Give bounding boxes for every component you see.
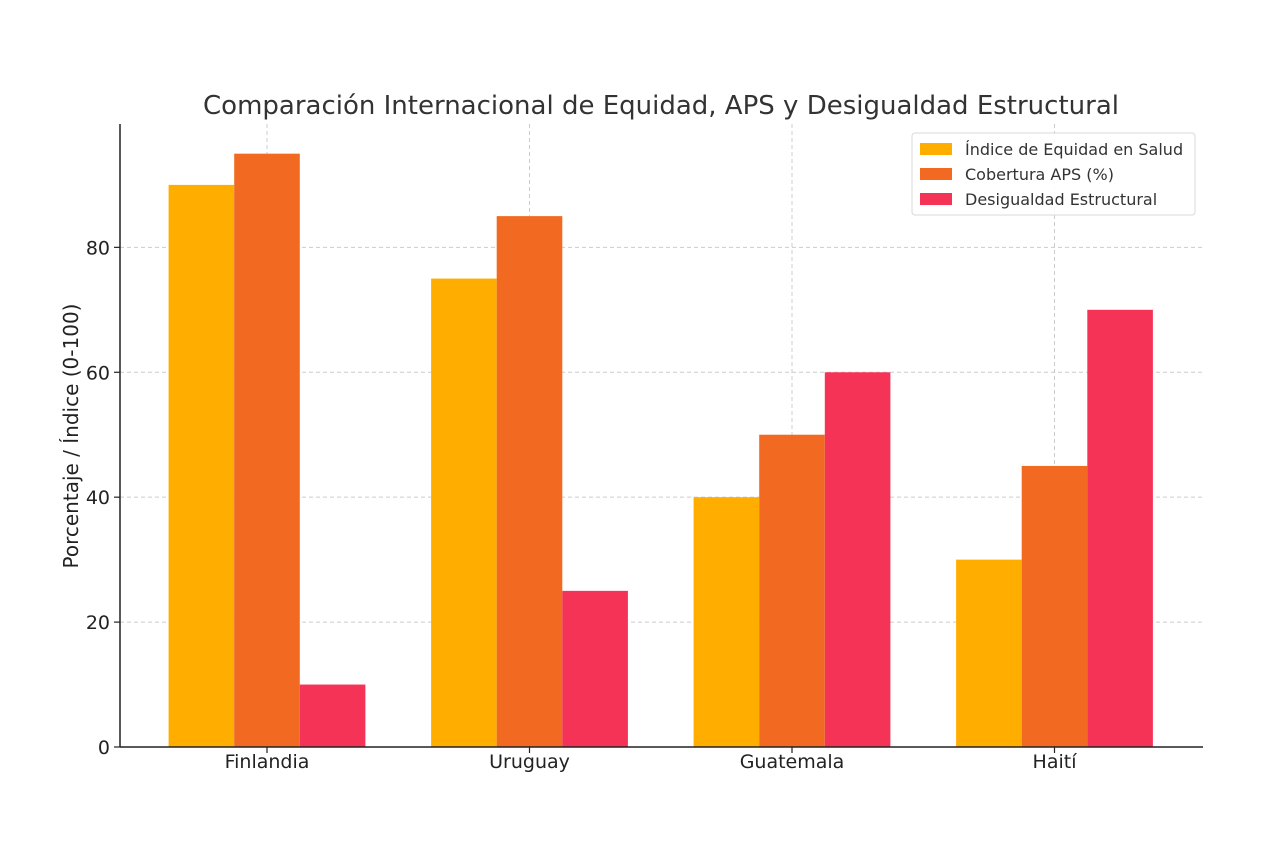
bar-hait--series-3 — [1087, 309, 1153, 747]
legend-label: Índice de Equidad en Salud — [965, 140, 1183, 159]
tick-labels: 0 20 40 60 80 Finlandia Uruguay Guatemala Haití — [86, 237, 1077, 773]
y-tick-label: 40 — [86, 487, 110, 509]
x-tick-label: Finlandia — [225, 751, 310, 773]
bar-uruguay-series-1 — [431, 278, 497, 747]
x-tick-label: Guatemala — [740, 751, 845, 773]
bar-finlandia-series-1 — [168, 184, 235, 748]
x-tick-label: Uruguay — [489, 751, 570, 773]
chart-title: Comparación Internacional de Equidad, AP… — [203, 91, 1119, 121]
bar-hait--series-2 — [1021, 465, 1088, 747]
legend-swatch — [920, 168, 952, 180]
bar-guatemala-series-1 — [693, 497, 760, 747]
bar-uruguay-series-2 — [496, 216, 563, 747]
legend: Índice de Equidad en Salud Cobertura APS … — [911, 132, 1196, 216]
y-tick-label: 0 — [98, 737, 110, 759]
bar-finlandia-series-2 — [234, 153, 300, 747]
bar-guatemala-series-3 — [824, 372, 891, 747]
y-tick-label: 60 — [86, 362, 110, 384]
legend-box — [911, 132, 1196, 216]
bars — [168, 153, 1153, 748]
y-tick-label: 80 — [86, 237, 110, 259]
bar-finlandia-series-3 — [299, 684, 366, 747]
legend-label: Desigualdad Estructural — [965, 190, 1157, 209]
legend-label: Cobertura APS (%) — [965, 165, 1114, 184]
y-tick-label: 20 — [86, 612, 110, 634]
x-tick-label: Haití — [1033, 751, 1078, 773]
legend-swatch — [920, 193, 952, 205]
y-axis-label: Porcentaje / Índice (0-100) — [59, 304, 83, 569]
bar-uruguay-series-3 — [562, 590, 628, 747]
legend-swatch — [920, 143, 952, 155]
axes — [119, 124, 1203, 748]
bar-hait--series-1 — [956, 559, 1022, 747]
bar-guatemala-series-2 — [759, 434, 825, 747]
